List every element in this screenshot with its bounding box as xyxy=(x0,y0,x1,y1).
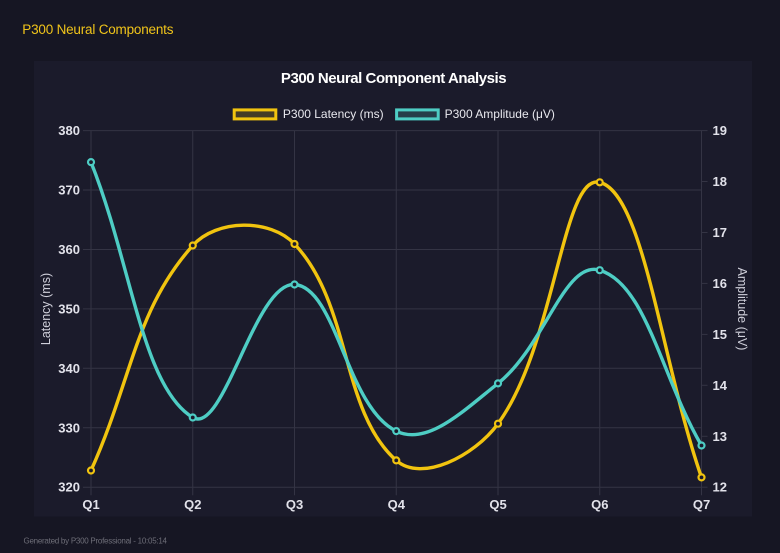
svg-text:350: 350 xyxy=(58,301,80,316)
svg-text:340: 340 xyxy=(58,361,80,376)
svg-text:320: 320 xyxy=(58,480,80,495)
svg-text:370: 370 xyxy=(58,183,80,198)
svg-text:Q2: Q2 xyxy=(184,497,201,512)
svg-text:Q6: Q6 xyxy=(591,497,608,512)
svg-text:Amplitude (μV): Amplitude (μV) xyxy=(735,268,749,351)
svg-text:19: 19 xyxy=(713,123,727,138)
svg-text:Q7: Q7 xyxy=(693,497,710,512)
svg-text:P300 Neural Components: P300 Neural Components xyxy=(22,22,173,37)
svg-text:P300 Neural Component Analysis: P300 Neural Component Analysis xyxy=(281,70,506,87)
svg-text:P300 Amplitude (μV): P300 Amplitude (μV) xyxy=(445,107,555,121)
svg-text:Generated by P300 Professional: Generated by P300 Professional - 10:05:1… xyxy=(24,536,168,545)
svg-text:Latency (ms): Latency (ms) xyxy=(39,273,53,345)
svg-text:330: 330 xyxy=(58,420,80,435)
svg-text:Q4: Q4 xyxy=(388,497,406,512)
svg-text:380: 380 xyxy=(58,123,80,138)
svg-text:18: 18 xyxy=(713,174,727,189)
svg-text:14: 14 xyxy=(713,378,728,393)
svg-text:360: 360 xyxy=(58,242,80,257)
svg-text:13: 13 xyxy=(713,429,727,444)
svg-text:16: 16 xyxy=(713,276,727,291)
svg-text:P300 Latency (ms): P300 Latency (ms) xyxy=(283,107,384,121)
svg-text:17: 17 xyxy=(713,225,727,240)
svg-text:12: 12 xyxy=(713,480,727,495)
svg-text:Q3: Q3 xyxy=(286,497,303,512)
svg-text:Q5: Q5 xyxy=(489,497,506,512)
svg-text:15: 15 xyxy=(713,327,727,342)
svg-text:Q1: Q1 xyxy=(82,497,99,512)
